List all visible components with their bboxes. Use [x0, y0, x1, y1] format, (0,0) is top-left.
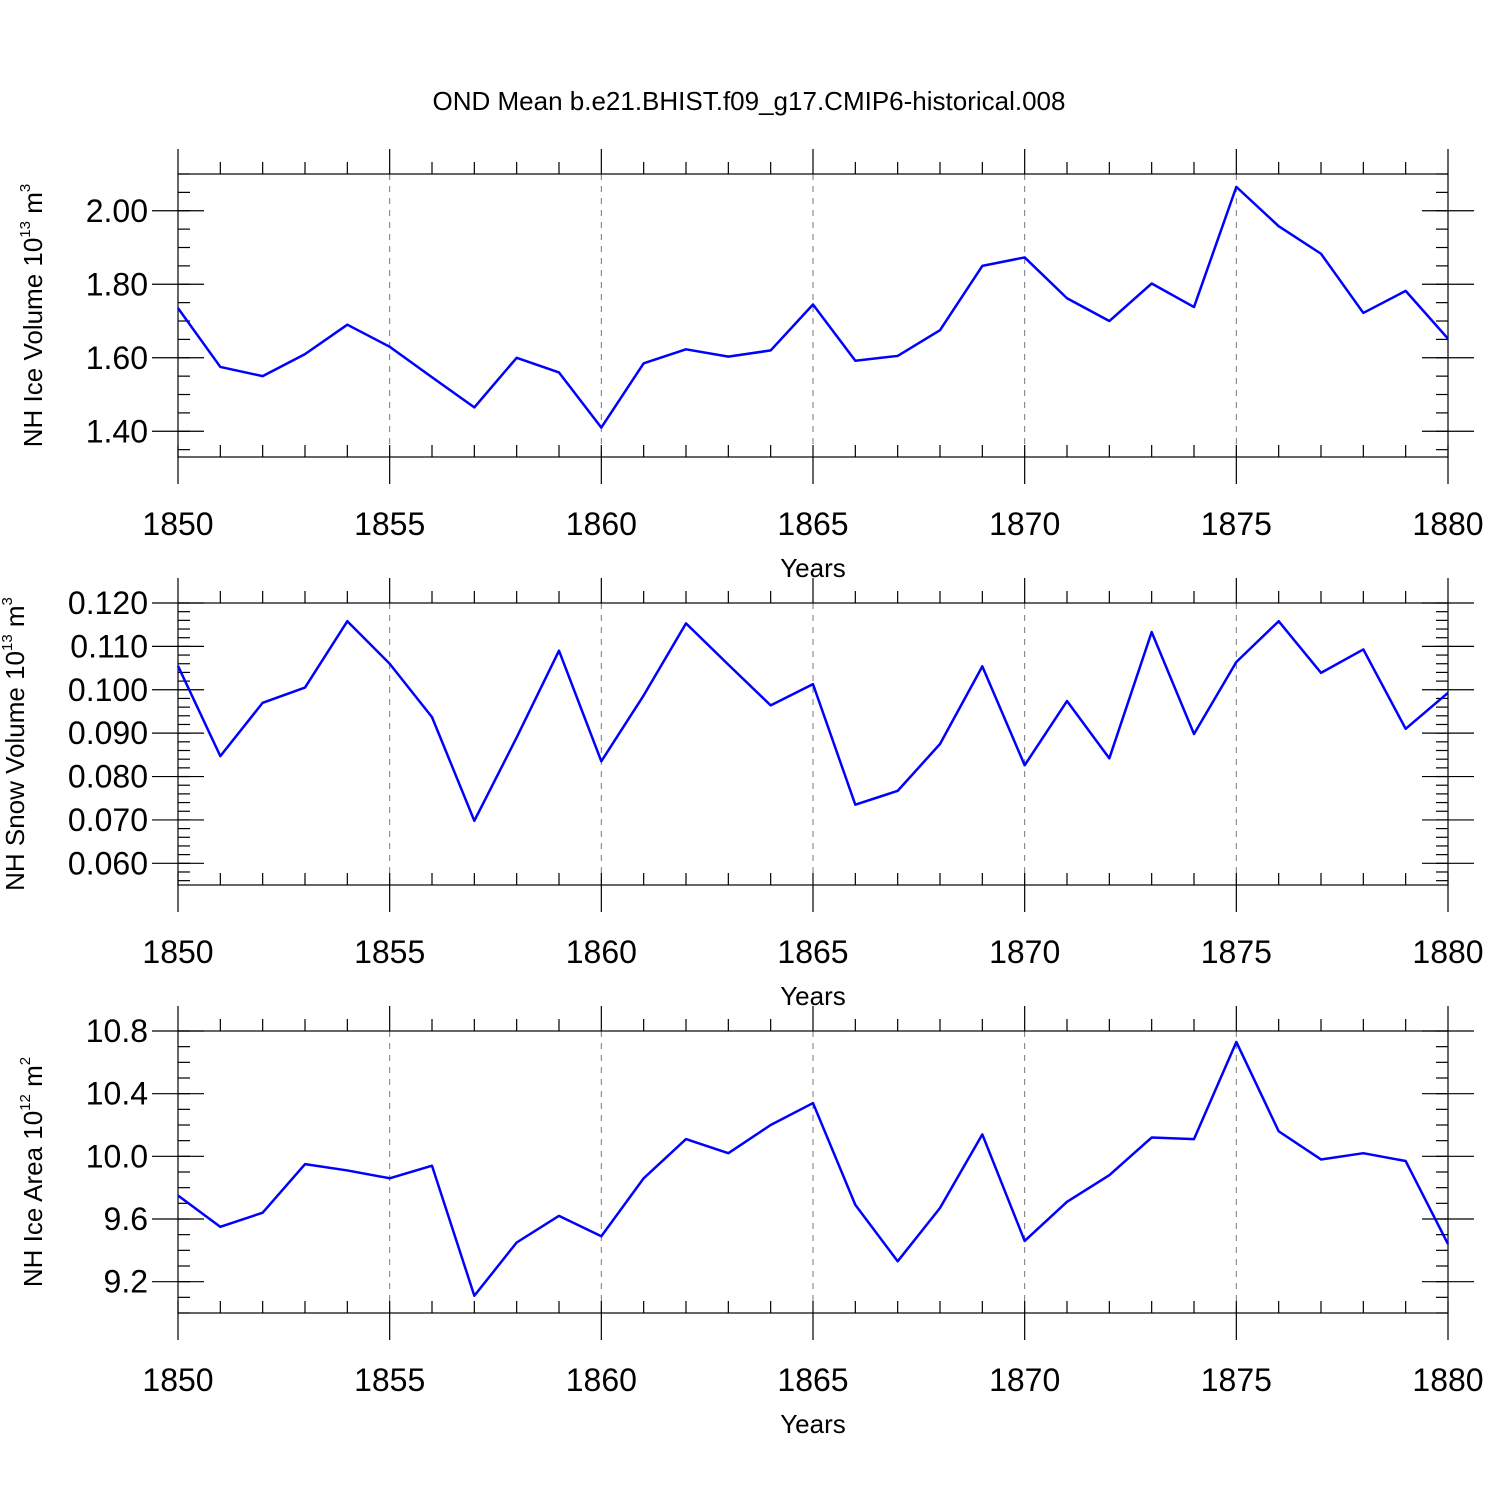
ice-area-x-tick-label: 1860: [566, 1362, 637, 1398]
ice-area-x-tick-label: 1875: [1201, 1362, 1272, 1398]
ice-volume-x-tick-label: 1860: [566, 506, 637, 542]
ice-area-x-tick-label: 1870: [989, 1362, 1060, 1398]
snow-volume-y-tick-label: 0.080: [68, 759, 148, 795]
ice-volume-x-tick-label: 1875: [1201, 506, 1272, 542]
snow-volume-y-axis-title: NH Snow Volume 1013 m3: [0, 597, 30, 891]
ice-volume-series-line: [176, 185, 1449, 429]
ice-area-y-tick-label: 10.0: [86, 1138, 148, 1174]
ice-area-y-axis-title: NH Ice Area 1012 m2: [17, 1057, 48, 1287]
ice-area-x-tick-label: 1850: [142, 1362, 213, 1398]
ice-volume-y-tick-label: 2.00: [86, 193, 148, 229]
panel-ice-volume: 1.40 1.60 1.80 2.00 1850 1855 1860 1865 1870 1875…: [17, 149, 1484, 583]
snow-volume-x-tick-label: 1865: [777, 934, 848, 970]
snow-volume-y-tick-label: 0.120: [68, 585, 148, 621]
ice-area-x-axis-title: Years: [780, 1409, 846, 1439]
snow-volume-plot-frame: [177, 602, 1449, 886]
ice-area-y-tick-label: 9.6: [104, 1201, 148, 1237]
snow-volume-y-tick-label: 0.060: [68, 845, 148, 881]
snow-volume-y-tick-label: 0.110: [70, 628, 148, 664]
snow-volume-series-line: [176, 619, 1449, 823]
snow-volume-x-tick-label: 1860: [566, 934, 637, 970]
panel-ice-area: 9.2 9.6 10.0 10.4 10.8 1850 1855 1860 1865 1870 18…: [17, 1006, 1484, 1439]
ice-area-y-tick-label: 10.8: [86, 1013, 148, 1049]
snow-volume-x-tick-label: 1855: [354, 934, 425, 970]
ice-volume-y-tick-label: 1.40: [86, 413, 148, 449]
ice-volume-x-tick-label: 1870: [989, 506, 1060, 542]
ice-area-x-tick-label: 1880: [1412, 1362, 1483, 1398]
ice-area-y-tick-label: 10.4: [86, 1076, 148, 1112]
ice-area-y-tick-label: 9.2: [104, 1264, 148, 1300]
ice-area-x-tick-label: 1855: [354, 1362, 425, 1398]
snow-volume-x-tick-label: 1850: [142, 934, 213, 970]
snow-volume-x-tick-label: 1870: [989, 934, 1060, 970]
ice-area-x-tick-label: 1865: [777, 1362, 848, 1398]
figure-title: OND Mean b.e21.BHIST.f09_g17.CMIP6-histo…: [433, 86, 1066, 116]
ice-volume-x-tick-label: 1855: [354, 506, 425, 542]
snow-volume-y-tick-label: 0.090: [68, 715, 148, 751]
ice-volume-y-axis-title: NH Ice Volume 1013 m3: [17, 184, 48, 447]
ice-area-plot-frame: [177, 1030, 1449, 1314]
panel-snow-volume: 0.060 0.070 0.080 0.090 0.100 0.110 0.120 1850 1…: [0, 578, 1484, 1011]
snow-volume-y-tick-label: 0.100: [68, 672, 148, 708]
ice-volume-x-tick-label: 1850: [142, 506, 213, 542]
ice-area-series-line: [177, 1040, 1450, 1298]
snow-volume-y-tick-label: 0.070: [68, 802, 148, 838]
ice-volume-x-tick-label: 1865: [777, 506, 848, 542]
snow-volume-x-tick-label: 1880: [1412, 934, 1483, 970]
ice-volume-y-tick-label: 1.60: [86, 340, 148, 376]
ice-volume-plot-frame: [177, 173, 1449, 458]
ice-volume-x-tick-label: 1880: [1412, 506, 1483, 542]
snow-volume-x-tick-label: 1875: [1201, 934, 1272, 970]
ice-volume-y-tick-label: 1.80: [86, 266, 148, 302]
